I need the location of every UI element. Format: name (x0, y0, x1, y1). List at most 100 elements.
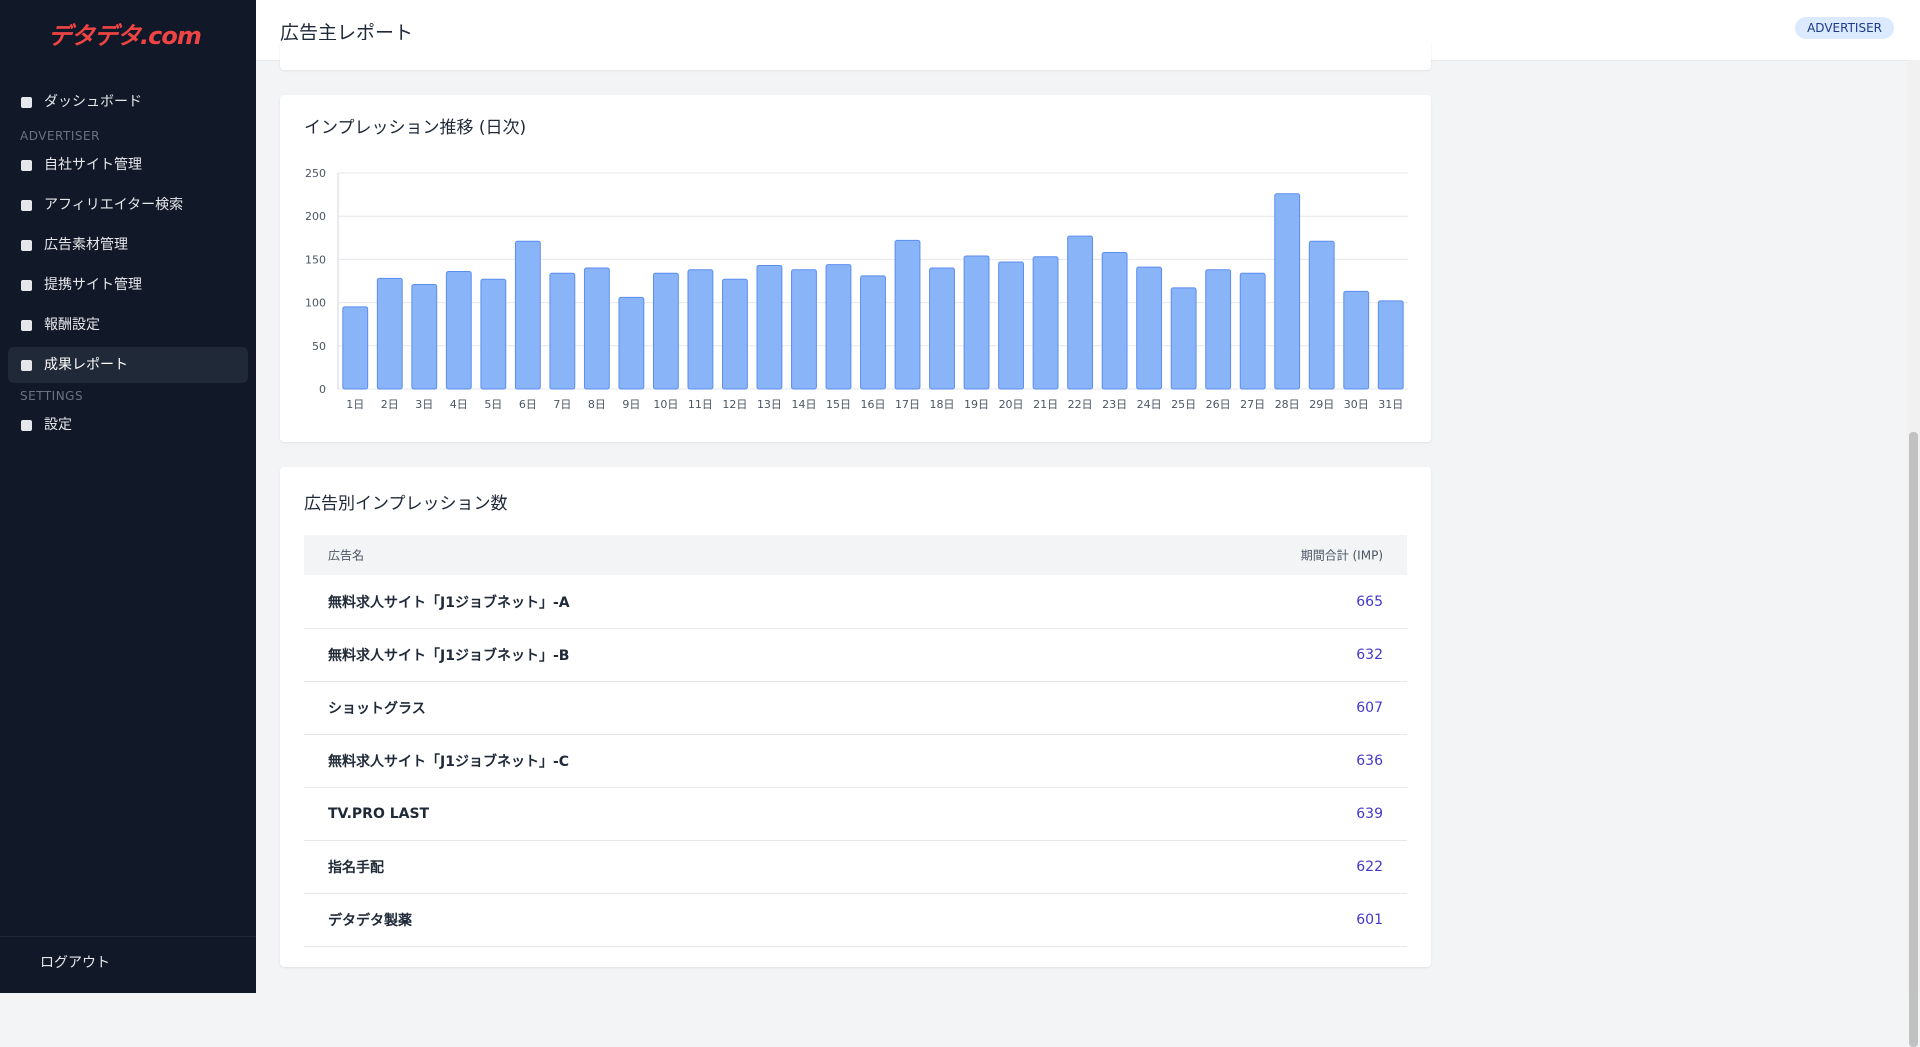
card-fragment (280, 40, 1431, 70)
nav-item[interactable]: 設定 (8, 407, 248, 443)
x-tick-label: 29日 (1309, 398, 1334, 411)
nav-icon (21, 240, 32, 251)
bar (1239, 272, 1266, 390)
x-tick-label: 18日 (930, 398, 955, 411)
chart-card: インプレッション推移 (日次) 0 50 100 150 200 250 1日 2日 3日 4日 5… (280, 95, 1431, 442)
header-cell: 広告名 (328, 548, 365, 563)
bar (618, 296, 645, 390)
y-tick-label: 50 (312, 340, 326, 353)
table-row: 無料求人サイト「J1ジョブネット」-A 665 (304, 575, 1407, 629)
table-row: デタデタ製薬 601 (304, 893, 1407, 947)
bar (825, 264, 852, 390)
imp-total: 636 (1356, 752, 1383, 769)
nav-icon (21, 420, 32, 431)
bar (1343, 290, 1370, 390)
y-tick-label: 100 (305, 297, 326, 310)
nav-icon (21, 97, 32, 108)
x-tick-label: 2日 (381, 398, 399, 411)
logo[interactable]: デタデタ.com (48, 22, 202, 50)
bar (1032, 256, 1059, 390)
x-tick-label: 30日 (1344, 398, 1369, 411)
bar (411, 283, 438, 390)
imp-total: 601 (1356, 911, 1383, 928)
nav-icon (21, 280, 32, 291)
role-badge: ADVERTISER (1795, 17, 1894, 39)
nav-label: 自社サイト管理 (44, 157, 142, 173)
x-tick-label: 4日 (450, 398, 468, 411)
bar (549, 272, 576, 390)
ad-name: 指名手配 (328, 859, 384, 876)
x-tick-label: 21日 (1033, 398, 1058, 411)
scrollbar[interactable] (1907, 60, 1920, 1047)
bar (929, 267, 955, 390)
bar (722, 278, 748, 390)
bar (1274, 193, 1301, 390)
imp-total: 607 (1356, 699, 1383, 716)
bar (652, 272, 679, 390)
x-tick-label: 6日 (519, 398, 537, 411)
y-tick-label: 200 (305, 210, 326, 223)
icon-shape (21, 320, 32, 331)
icon-shape (21, 280, 32, 291)
nav-section: ADVERTISER (20, 129, 100, 143)
ad-name: 無料求人サイト「J1ジョブネット」-A (328, 594, 570, 611)
icon-shape (21, 160, 32, 171)
bar (583, 267, 610, 390)
scroll-thumb[interactable] (1909, 432, 1918, 1047)
bar (1377, 300, 1404, 390)
x-tick-label: 1日 (346, 398, 364, 411)
nav-label: 成果レポート (44, 357, 128, 373)
table-row: TV.PRO LAST 639 (304, 787, 1407, 841)
chart-title: インプレッション推移 (日次) (304, 118, 526, 138)
nav-item[interactable]: 報酬設定 (8, 307, 248, 343)
bar (1205, 269, 1232, 390)
x-tick-label: 27日 (1240, 398, 1265, 411)
y-tick-label: 0 (319, 383, 326, 396)
header-cell: 期間合計 (IMP) (1300, 548, 1383, 563)
table-row: 指名手配 622 (304, 840, 1407, 894)
x-tick-label: 8日 (588, 398, 606, 411)
icon-shape (21, 97, 32, 108)
x-tick-label: 20日 (999, 398, 1024, 411)
table-row: 無料求人サイト「J1ジョブネット」-B 632 (304, 628, 1407, 682)
y-tick-label: 150 (305, 253, 326, 266)
logout[interactable]: ログアウト (40, 955, 110, 971)
nav-icon (21, 360, 32, 371)
x-tick-label: 11日 (688, 398, 713, 411)
x-tick-label: 5日 (484, 398, 502, 411)
x-tick-label: 10日 (653, 398, 678, 411)
x-tick-label: 13日 (757, 398, 782, 411)
x-tick-label: 3日 (415, 398, 433, 411)
y-tick-label: 250 (305, 167, 326, 180)
ad-name: 無料求人サイト「J1ジョブネット」-B (328, 647, 570, 664)
nav-label: 広告素材管理 (44, 237, 128, 253)
bar (1136, 266, 1163, 390)
nav-label: アフィリエイター検索 (44, 197, 184, 213)
bar (480, 278, 507, 390)
x-tick-label: 26日 (1206, 398, 1231, 411)
x-tick-label: 19日 (964, 398, 989, 411)
x-tick-label: 16日 (861, 398, 886, 411)
nav-item[interactable]: 成果レポート (8, 347, 248, 383)
bar (445, 270, 472, 390)
table-row: ショットグラス 607 (304, 681, 1407, 735)
nav-item[interactable]: アフィリエイター検索 (8, 187, 248, 223)
nav-item[interactable]: 広告素材管理 (8, 227, 248, 263)
x-tick-label: 9日 (622, 398, 640, 411)
nav-item[interactable]: 自社サイト管理 (8, 147, 248, 183)
nav-item[interactable]: 提携サイト管理 (8, 267, 248, 303)
icon-shape (21, 360, 32, 371)
nav-item[interactable]: ダッシュボード (8, 84, 248, 120)
table-title: 広告別インプレッション数 (304, 494, 508, 514)
x-tick-label: 7日 (553, 398, 571, 411)
nav-icon (21, 160, 32, 171)
x-tick-label: 15日 (826, 398, 851, 411)
bar (860, 275, 886, 390)
x-tick-label: 22日 (1068, 398, 1093, 411)
divider (0, 936, 256, 937)
ad-name: デタデタ製薬 (328, 912, 412, 929)
bar (894, 239, 921, 390)
bar (1101, 251, 1128, 390)
